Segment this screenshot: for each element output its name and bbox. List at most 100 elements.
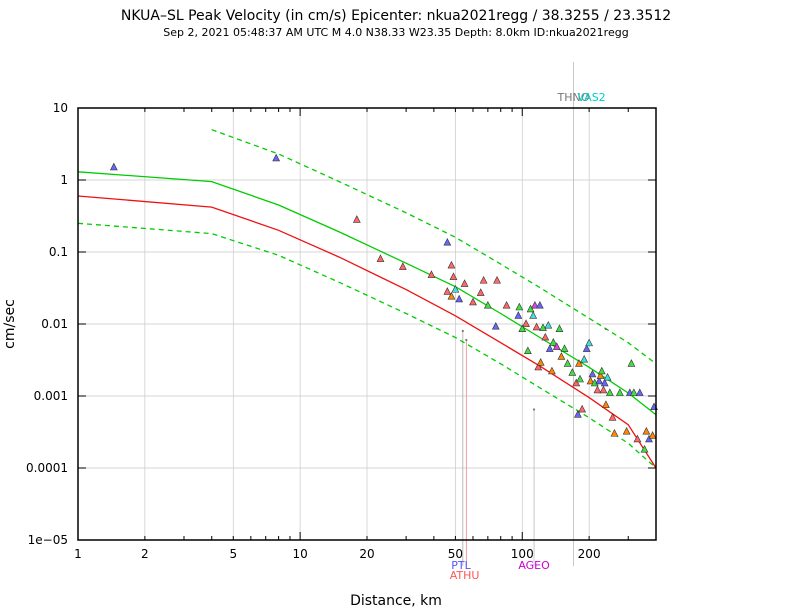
x-tick-label: 10 [292, 547, 307, 561]
data-point [602, 400, 610, 408]
station-label-athu: ATHU [450, 569, 480, 582]
data-point [575, 359, 583, 367]
data-point [580, 354, 589, 363]
curve-upper [211, 129, 657, 365]
data-point [603, 372, 612, 381]
data-point [557, 352, 566, 360]
data-point [523, 346, 532, 355]
data-points [109, 153, 658, 453]
grid-lines [77, 107, 656, 541]
data-point [534, 362, 543, 371]
data-point [573, 410, 582, 418]
data-point [455, 294, 464, 303]
data-point [640, 444, 649, 453]
x-tick-label: 20 [359, 547, 374, 561]
data-point [539, 323, 547, 331]
data-point [529, 311, 538, 319]
data-point [608, 413, 617, 421]
data-point [642, 426, 651, 435]
data-point [605, 388, 614, 396]
data-point [476, 288, 485, 296]
data-point [610, 428, 619, 437]
data-point [515, 302, 524, 311]
data-point [599, 385, 608, 394]
x-tick-label: 100 [511, 547, 534, 561]
data-point [576, 374, 584, 383]
data-point [449, 272, 458, 280]
y-tick-label: 0.01 [41, 317, 68, 331]
data-point [514, 311, 523, 319]
y-tick-label: 1 [60, 173, 68, 187]
data-point [541, 332, 550, 341]
data-point [588, 369, 597, 378]
data-point [526, 304, 535, 313]
station-label-ptl: PTL [451, 559, 471, 572]
y-tick-label: 10 [53, 101, 68, 115]
data-point [447, 260, 456, 269]
data-point [536, 358, 545, 366]
x-tick-label: 2 [141, 547, 149, 561]
small-mark [465, 338, 468, 342]
data-point [560, 344, 569, 352]
station-lines [462, 62, 574, 566]
data-point [352, 215, 361, 223]
data-point [522, 319, 530, 327]
data-point [443, 237, 452, 246]
data-point [572, 378, 581, 387]
data-point [635, 388, 644, 396]
axis-ticks: 1 2 5 10 20 50 100 200 10 1 0.1 0.01 0.001 0.0001 1e−0… [26, 101, 657, 561]
data-point [597, 366, 606, 375]
data-point [582, 344, 591, 352]
data-point [633, 434, 642, 443]
curve-lower [77, 222, 657, 469]
y-tick-label: 0.0001 [26, 461, 68, 475]
chart-title: NKUA–SL Peak Velocity (in cm/s) Epicente… [121, 8, 671, 24]
data-point [545, 344, 554, 352]
x-tick-label: 5 [229, 547, 237, 561]
data-point [595, 376, 604, 385]
small-mark [532, 408, 536, 411]
data-point [460, 279, 469, 287]
y-axis-label: cm/sec [2, 299, 18, 349]
y-tick-label: 1e−05 [28, 533, 68, 547]
data-point [622, 426, 631, 435]
data-point [544, 320, 553, 329]
data-point [398, 262, 407, 270]
data-point [493, 275, 501, 284]
x-axis-label: Distance, km [350, 593, 442, 609]
x-tick-label: 50 [448, 547, 463, 561]
data-point [531, 300, 539, 309]
x-tick-label: 1 [74, 547, 82, 561]
data-point [585, 338, 594, 347]
data-point [479, 275, 488, 284]
curve-red [77, 195, 657, 469]
data-point [596, 371, 605, 379]
data-point [586, 376, 595, 385]
data-point [535, 300, 544, 309]
y-tick-label: 0.001 [34, 389, 68, 403]
station-label-vas2: VAS2 [577, 91, 605, 104]
data-point [532, 322, 541, 331]
data-point [555, 324, 564, 332]
station-label-ageo: AGEO [518, 559, 550, 572]
data-point [629, 388, 638, 396]
data-point [427, 270, 436, 278]
x-tick-label: 200 [578, 547, 601, 561]
small-mark [461, 329, 464, 333]
data-point [600, 378, 609, 387]
data-point [568, 368, 577, 376]
small-mark [604, 327, 608, 331]
data-point [469, 297, 477, 306]
chart-subtitle: Sep 2, 2021 05:48:37 AM UTC M 4.0 N38.33… [163, 26, 628, 39]
data-point [627, 359, 636, 367]
data-point [483, 300, 492, 309]
data-point [563, 359, 572, 367]
data-point [548, 366, 556, 375]
data-point [593, 385, 602, 394]
data-point [443, 287, 452, 295]
data-point [109, 162, 118, 171]
data-point [447, 291, 456, 300]
data-point [272, 153, 281, 162]
